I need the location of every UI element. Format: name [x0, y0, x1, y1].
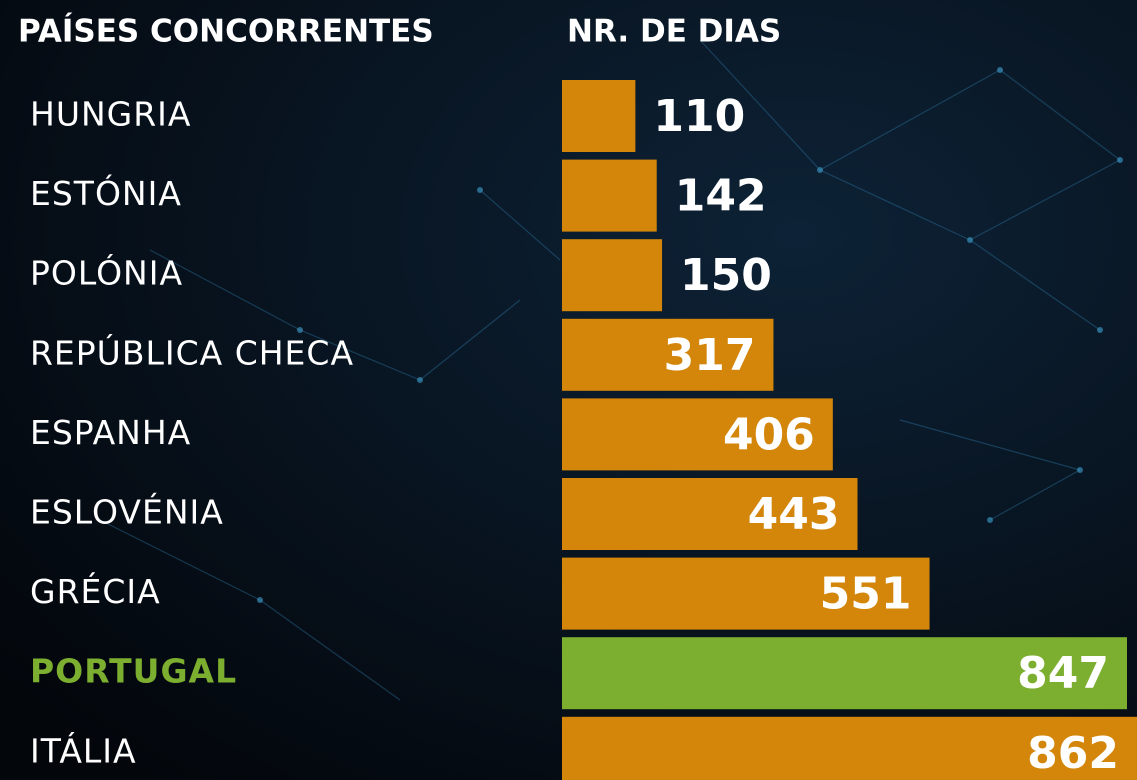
bar: [562, 159, 657, 232]
category-label: PORTUGAL: [30, 652, 237, 691]
value-label: 150: [680, 250, 772, 301]
category-header: PAÍSES CONCORRENTES: [18, 14, 434, 50]
value-label: 862: [1027, 728, 1119, 779]
network-decoration: [99, 39, 1123, 701]
value-header: NR. DE DIAS: [567, 14, 781, 50]
value-label: 551: [820, 569, 912, 620]
category-label: ITÁLIA: [30, 730, 137, 770]
category-label: ESLOVÉNIA: [30, 492, 224, 532]
category-label: REPÚBLICA CHECA: [30, 332, 354, 372]
value-label: 443: [748, 489, 840, 540]
value-label: 406: [723, 409, 815, 460]
bar: [562, 239, 663, 312]
category-label: ESTÓNIA: [30, 173, 182, 213]
category-label: GRÉCIA: [30, 571, 161, 611]
bar: [562, 478, 858, 550]
value-label: 110: [653, 91, 745, 142]
bar: [562, 716, 1137, 780]
bar: [562, 80, 636, 152]
value-label: 317: [664, 330, 756, 381]
category-label: ESPANHA: [30, 413, 191, 452]
bar: [562, 398, 833, 471]
bar: [562, 637, 1127, 710]
value-label: 847: [1017, 648, 1109, 699]
bar: [562, 318, 774, 391]
bar: [562, 557, 930, 630]
category-label: HUNGRIA: [30, 95, 191, 134]
value-label: 142: [675, 171, 767, 222]
category-label: POLÓNIA: [30, 253, 183, 293]
